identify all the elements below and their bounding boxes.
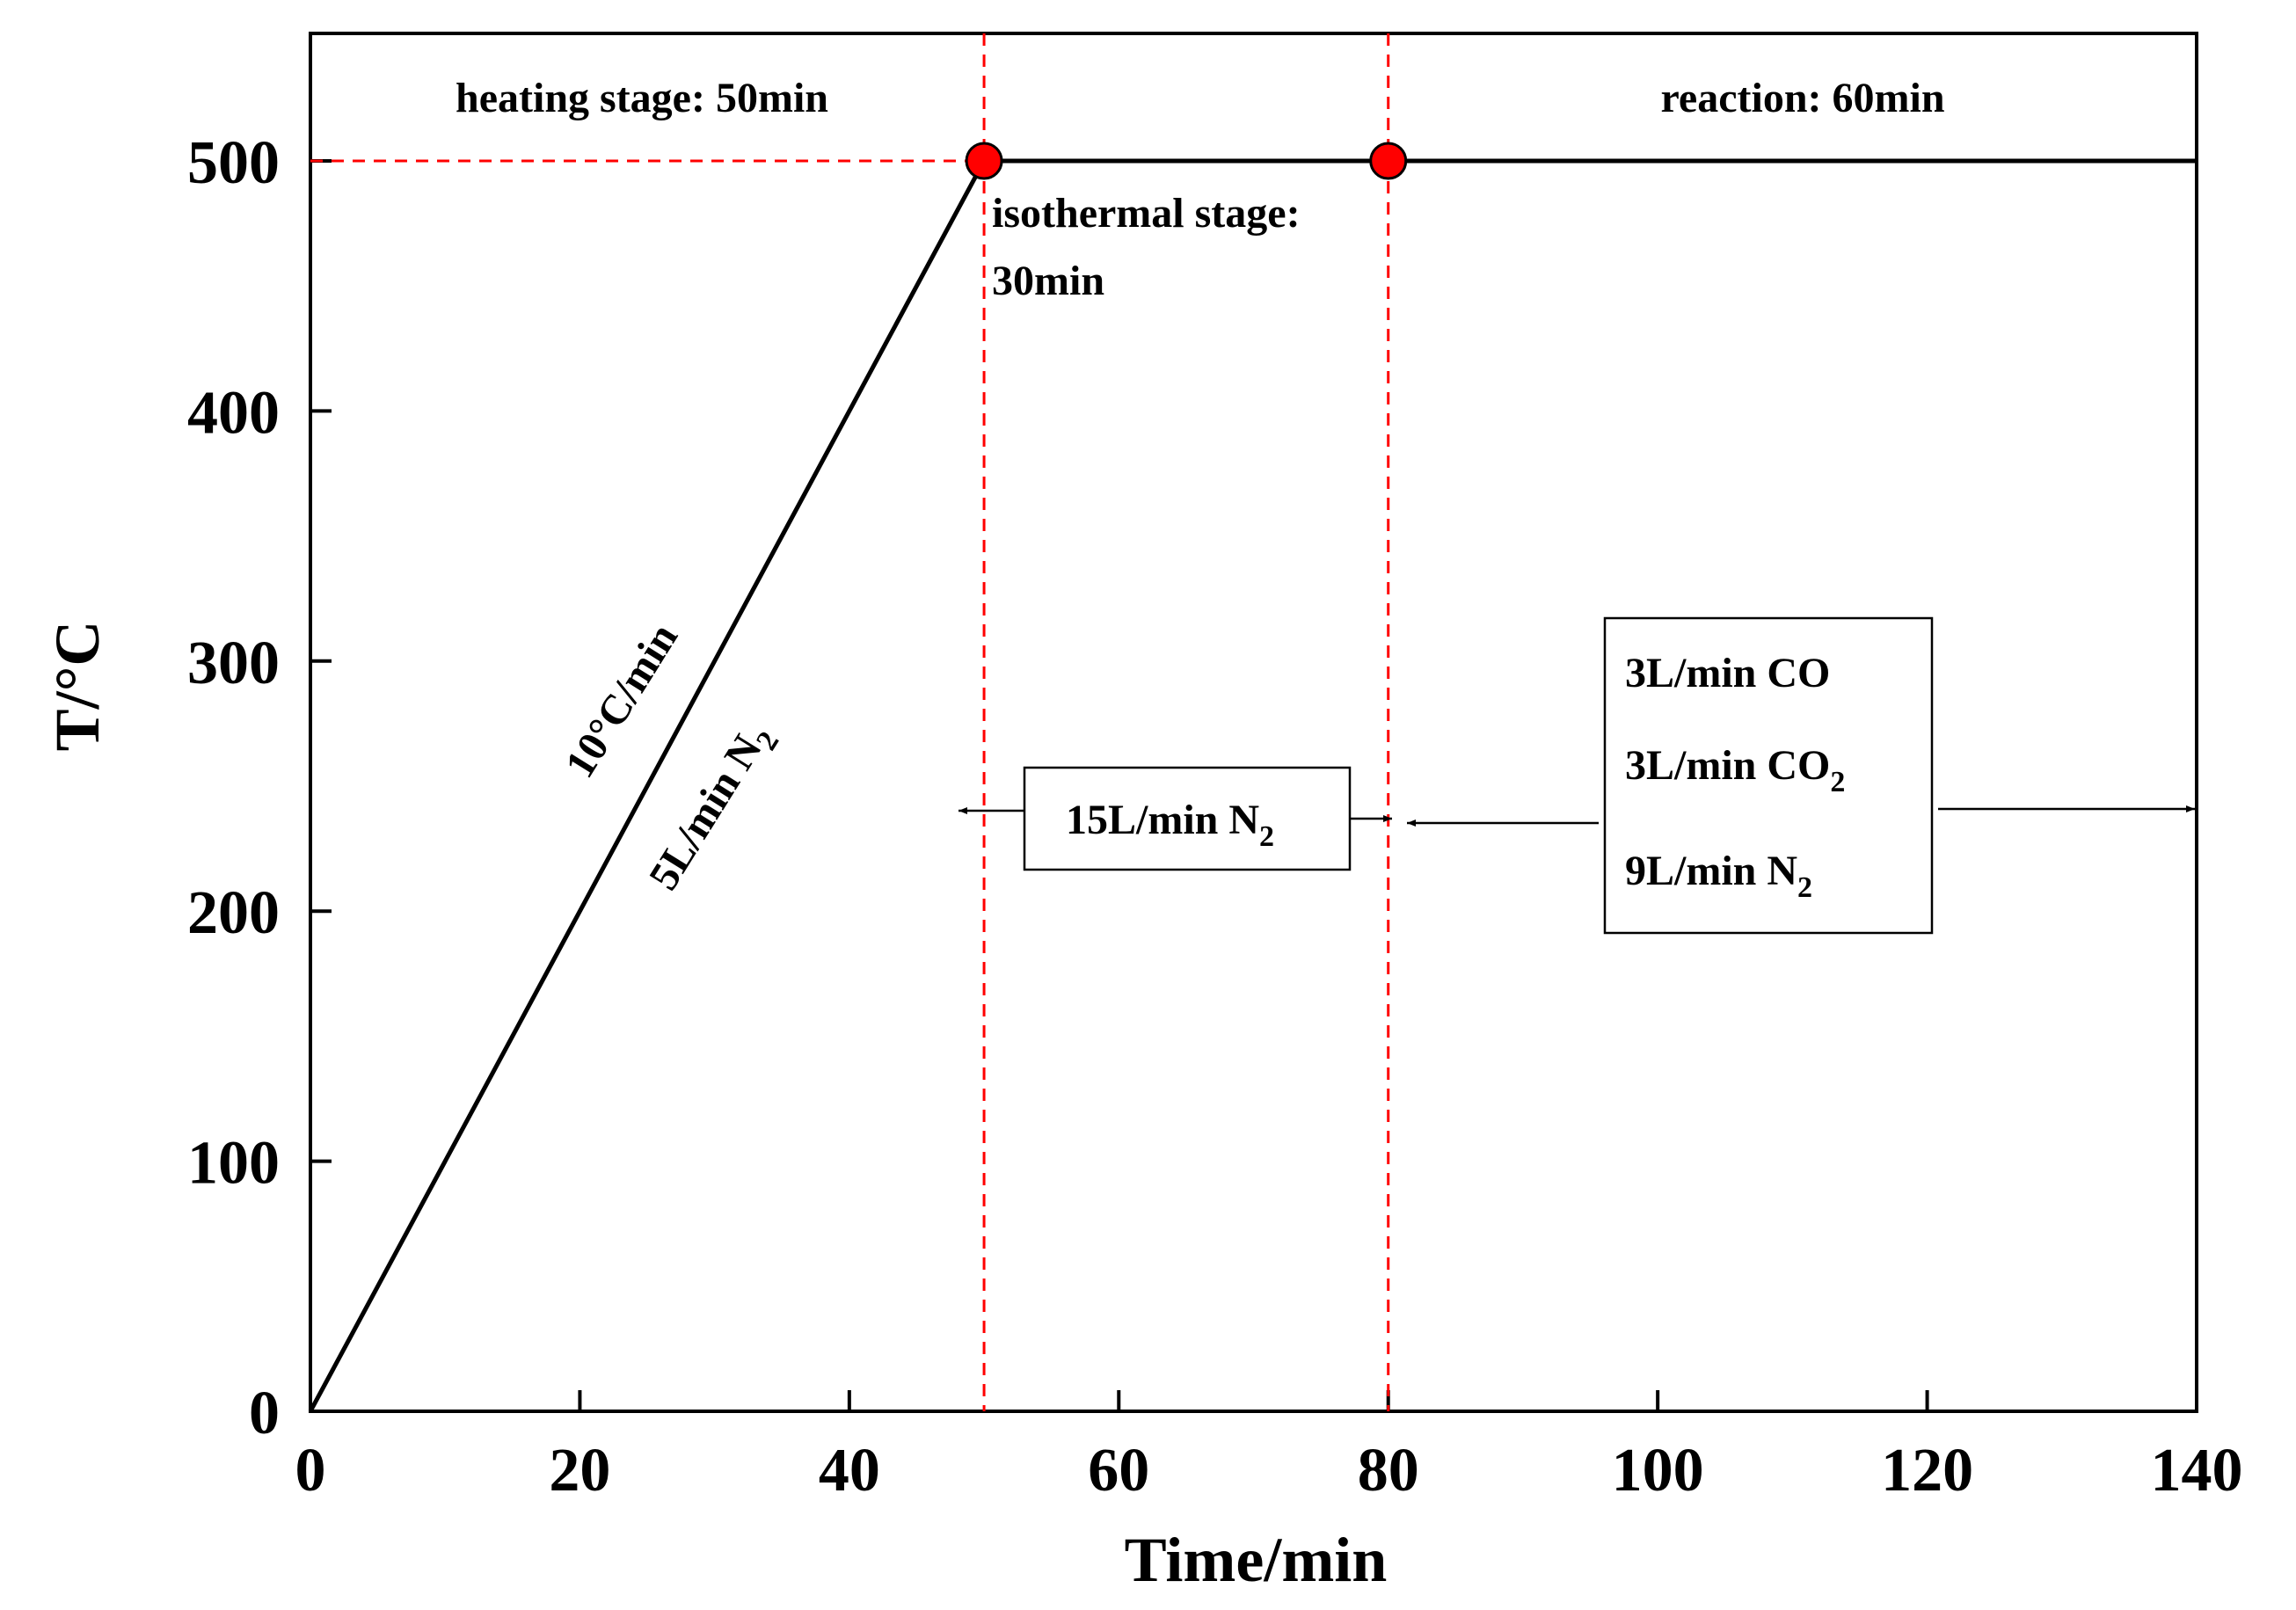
x-tick-label-140: 140 [2151,1437,2243,1504]
ramp-gas-label: 5L/min N2 [640,714,785,902]
reaction-gas-box [1603,616,1934,935]
heating-stage-label: heating stage: 50min [456,75,828,121]
ramp-gas-text: 5L/min N [640,727,771,899]
isothermal-gas-label: 15L/min N2 [1066,797,1274,853]
reference-lines [310,33,1390,1411]
marker-x-50 [965,142,1003,180]
y-tick-label-0: 0 [249,1380,280,1447]
series-layer [308,158,2197,1413]
isothermal-gas-text: 15L/min N [1066,797,1259,843]
x-tick-label-120: 120 [1881,1437,1973,1504]
reaction-stage-label: reaction: 60min [1660,75,1944,121]
y-tick-label-400: 400 [187,379,280,447]
reaction-co-label: 3L/min CO [1625,650,1830,696]
isothermal-gas-subscript: 2 [1259,820,1274,853]
x-tick-label-20: 20 [549,1437,610,1504]
isothermal-gas-box [1023,766,1352,871]
ramp-rate-label: 10°C/min [557,616,687,786]
x-tick-label-0: 0 [295,1437,326,1504]
x-tick-label-40: 40 [819,1437,880,1504]
reaction-n2-text: 9L/min N [1625,848,1797,894]
marker-layer [965,142,1408,180]
reaction-n2-subscript: 2 [1797,871,1812,904]
reaction-co2-subscript: 2 [1830,766,1845,798]
isothermal-stage-label-line2: 30min [992,258,1104,304]
marker-x-80 [1369,142,1408,180]
reaction-n2-label: 9L/min N2 [1625,848,1812,904]
x-axis-title: Time/min [1125,1525,1388,1595]
y-tick-label-300: 300 [187,630,280,697]
plot-frame [309,32,2198,1413]
y-axis: 0 100 200 300 400 500 [187,129,332,1447]
reaction-co2-text: 3L/min CO [1625,742,1830,789]
x-tick-label-60: 60 [1088,1437,1149,1504]
x-tick-label-80: 80 [1358,1437,1419,1504]
y-tick-label-500: 500 [187,129,280,197]
x-tick-label-100: 100 [1612,1437,1704,1504]
x-axis: 0 20 40 60 80 100 120 140 [295,1390,2243,1504]
y-axis-title: T/°C [42,621,113,752]
series-line-0 [308,158,2197,1413]
y-tick-label-200: 200 [187,879,280,947]
y-tick-label-100: 100 [187,1130,280,1198]
isothermal-stage-label-line1: isothermal stage: [992,190,1301,237]
reaction-co2-label: 3L/min CO2 [1625,742,1845,798]
